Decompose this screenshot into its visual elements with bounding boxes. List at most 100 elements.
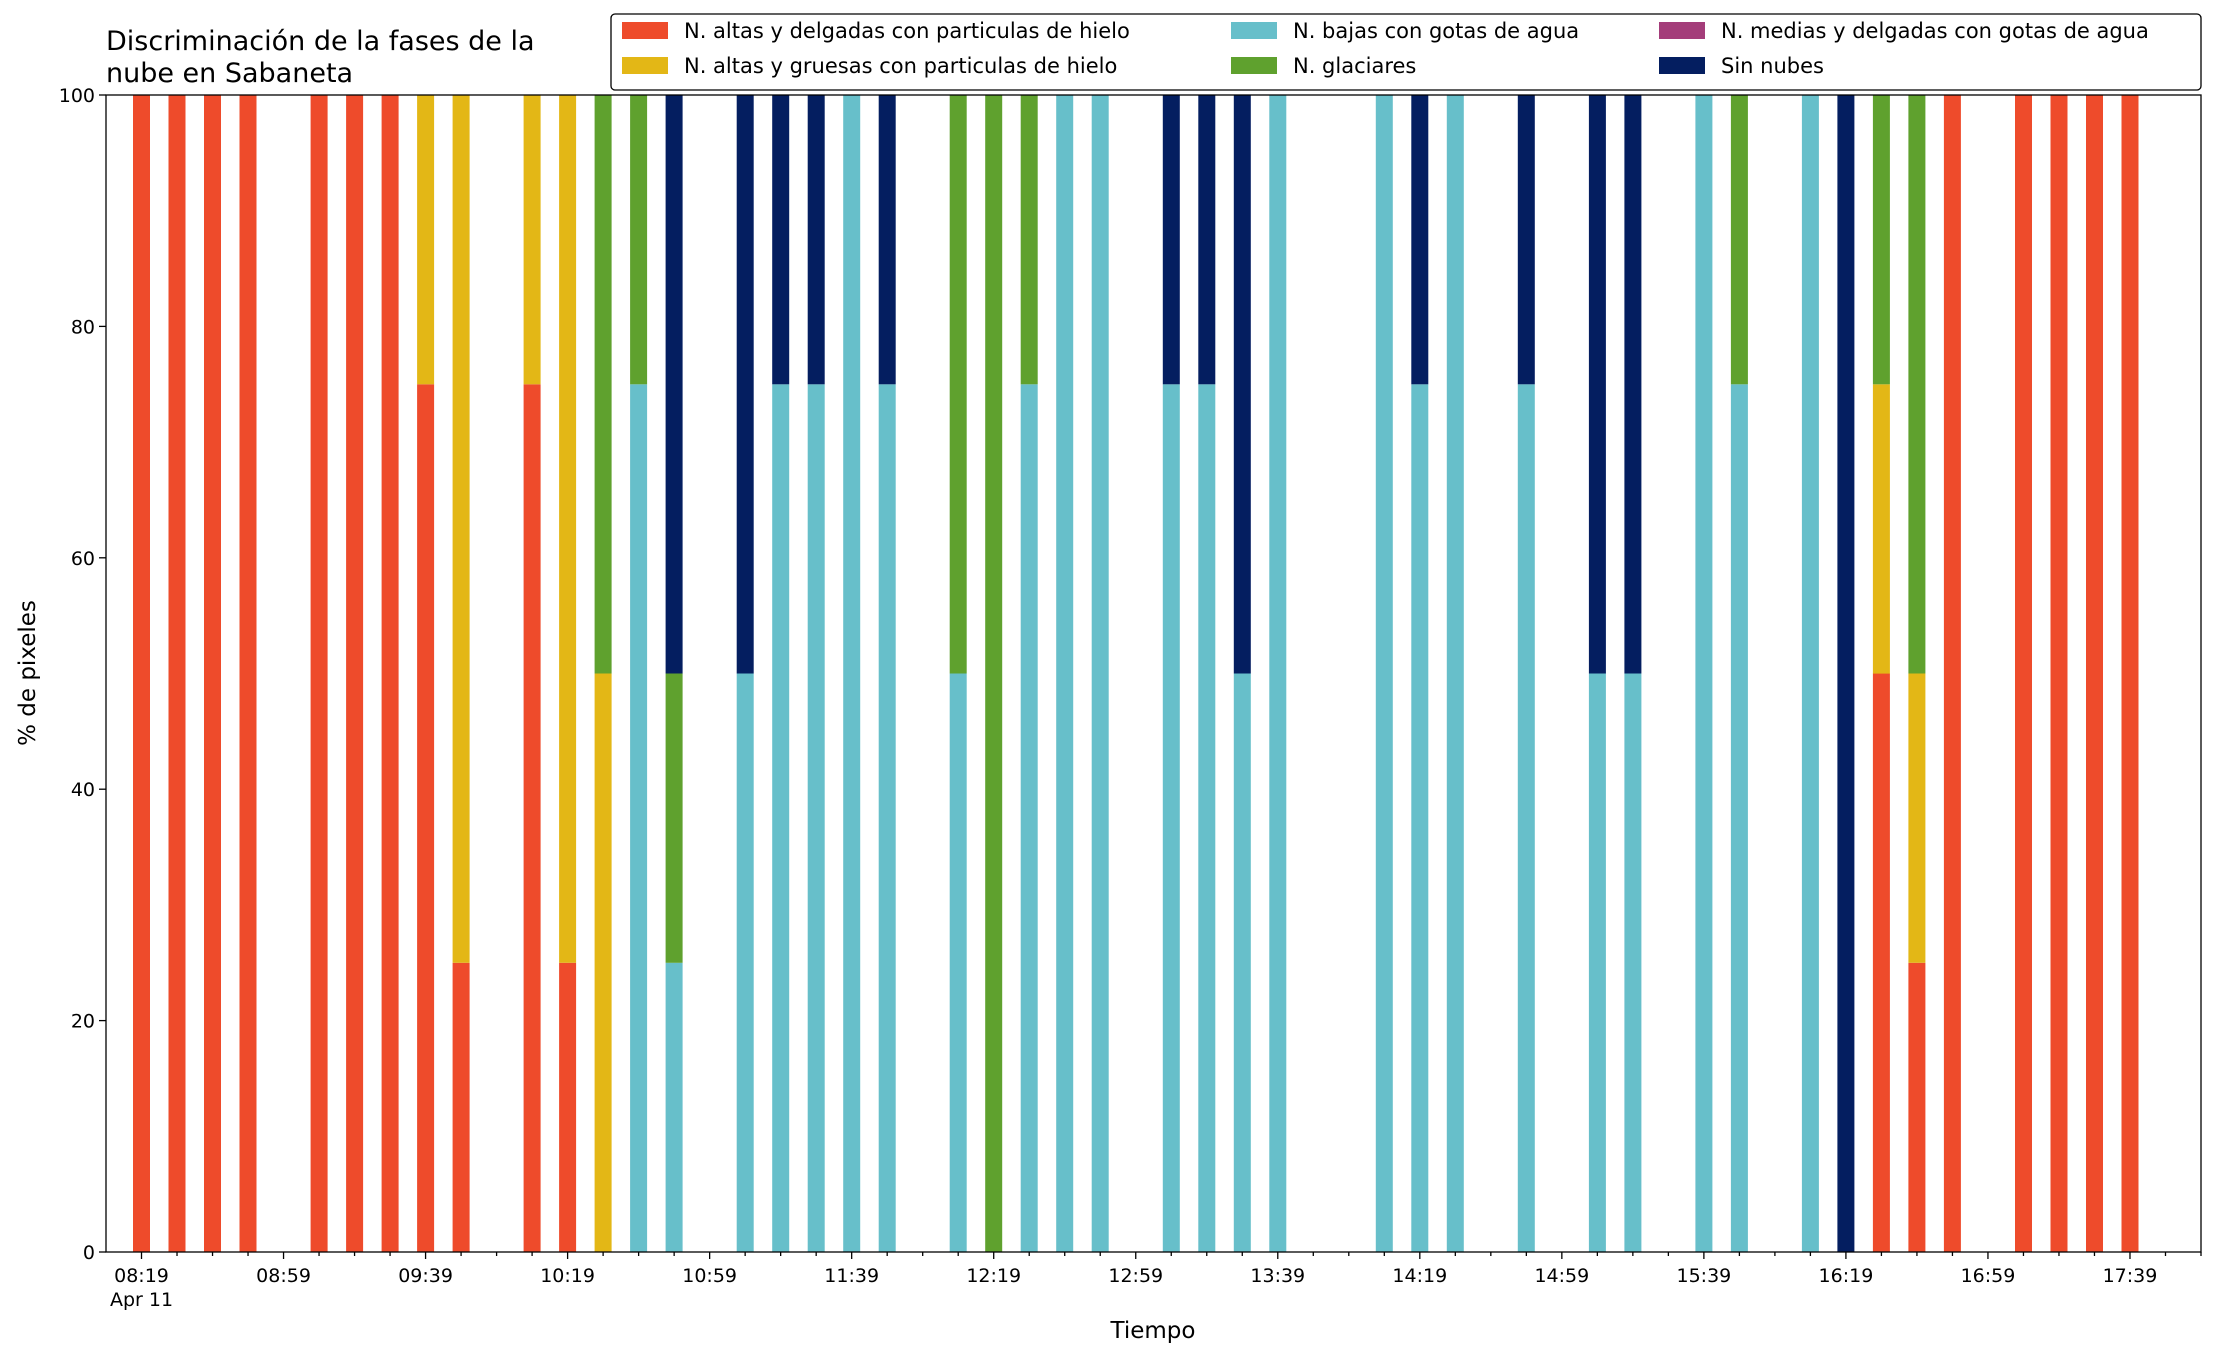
bar-segment-high_thin_ice-42 xyxy=(2050,95,2068,1252)
legend-swatch-high_thick_ice xyxy=(622,57,668,74)
bar-segment-low_water-16 xyxy=(807,384,825,1253)
y-axis-label: % de pixeles xyxy=(15,600,41,746)
bar-segment-high_thin_ice-0 xyxy=(133,95,150,1252)
bar-segment-high_thick_ice-7 xyxy=(417,95,435,385)
bar-segment-high_thick_ice-11 xyxy=(594,673,612,1252)
bar-segment-low_water-32 xyxy=(1588,673,1606,1252)
chart-title-line-2: nube en Sabaneta xyxy=(106,58,353,89)
x-tick-label-7: 12:59 xyxy=(1108,1265,1163,1287)
bar-segment-low_water-36 xyxy=(1801,95,1819,1252)
bar-segment-clear-24 xyxy=(1162,95,1180,385)
bar-segment-glacier-11 xyxy=(594,95,612,674)
bar-segment-glacier-19 xyxy=(949,95,967,674)
x-axis-label: Tiempo xyxy=(1110,1318,1196,1344)
x-tick-label-0: 08:19 xyxy=(114,1265,169,1287)
bar-segment-high_thin_ice-3 xyxy=(239,95,257,1252)
x-date-label: Apr 11 xyxy=(110,1289,173,1311)
plot-frame xyxy=(105,94,2202,1253)
bar-segment-low_water-33 xyxy=(1624,673,1642,1252)
bar-segment-high_thin_ice-7 xyxy=(417,384,435,1253)
x-tick-label-8: 13:39 xyxy=(1250,1265,1305,1287)
bar-segment-clear-37 xyxy=(1837,95,1855,1252)
bar-segment-clear-18 xyxy=(878,95,896,385)
bar-segment-high_thick_ice-8 xyxy=(452,95,470,963)
bar-segment-low_water-28 xyxy=(1375,95,1393,1252)
bar-segment-clear-15 xyxy=(772,95,790,385)
bar-segment-clear-26 xyxy=(1233,95,1251,674)
bar-segment-low_water-34 xyxy=(1695,95,1713,1252)
x-tick-label-10: 14:59 xyxy=(1534,1265,1589,1287)
bar-segment-clear-31 xyxy=(1517,95,1535,385)
bar-segment-clear-14 xyxy=(736,95,754,674)
bar-segment-low_water-35 xyxy=(1730,384,1748,1253)
bar-segment-glacier-13 xyxy=(665,673,683,963)
bar-segment-clear-33 xyxy=(1624,95,1642,674)
x-tick-label-5: 11:39 xyxy=(824,1265,879,1287)
legend-label-mid_thin_water: N. medias y delgadas con gotas de agua xyxy=(1721,19,2149,43)
bars-layer xyxy=(133,95,2139,1253)
bar-segment-high_thin_ice-10 xyxy=(559,962,577,1253)
legend-swatch-mid_thin_water xyxy=(1659,22,1705,39)
bar-segment-high_thick_ice-38 xyxy=(1872,384,1890,674)
bar-segment-low_water-25 xyxy=(1198,384,1216,1253)
y-tick-label-40: 40 xyxy=(71,779,95,801)
bar-segment-low_water-19 xyxy=(949,673,967,1252)
bar-segment-high_thin_ice-6 xyxy=(381,95,399,1252)
bar-segment-high_thin_ice-44 xyxy=(2121,95,2139,1252)
bar-segment-high_thin_ice-5 xyxy=(346,95,364,1252)
legend-label-glacier: N. glaciares xyxy=(1293,54,1416,78)
legend: N. altas y delgadas con particulas de hi… xyxy=(610,13,2202,91)
legend-swatch-low_water xyxy=(1231,22,1277,39)
bar-segment-clear-13 xyxy=(665,95,683,674)
y-tick-label-60: 60 xyxy=(71,548,95,570)
bar-segment-glacier-20 xyxy=(985,95,1003,1252)
bar-segment-glacier-21 xyxy=(1020,95,1038,385)
bar-segment-low_water-17 xyxy=(843,95,861,1252)
x-tick-label-1: 08:59 xyxy=(256,1265,311,1287)
bar-segment-high_thin_ice-1 xyxy=(168,95,186,1252)
y-tick-label-20: 20 xyxy=(71,1011,95,1033)
bar-segment-high_thin_ice-8 xyxy=(452,962,470,1253)
legend-swatch-high_thin_ice xyxy=(622,22,668,39)
bar-segment-low_water-18 xyxy=(878,384,896,1253)
y-tick-label-80: 80 xyxy=(71,316,95,338)
bar-segment-low_water-13 xyxy=(665,962,683,1253)
bar-segment-low_water-27 xyxy=(1269,95,1287,1252)
bar-segment-clear-32 xyxy=(1588,95,1606,674)
x-tick-label-2: 09:39 xyxy=(398,1265,453,1287)
x-tick-label-12: 16:19 xyxy=(1819,1265,1874,1287)
bar-segment-high_thick_ice-39 xyxy=(1908,673,1926,963)
bar-segment-high_thin_ice-38 xyxy=(1872,673,1890,1252)
bar-segment-high_thin_ice-40 xyxy=(1943,95,1961,1252)
bar-segment-glacier-39 xyxy=(1908,95,1926,674)
x-tick-label-3: 10:19 xyxy=(540,1265,595,1287)
bar-segment-low_water-26 xyxy=(1233,673,1251,1252)
bar-segment-low_water-30 xyxy=(1446,95,1464,1252)
bar-segment-low_water-22 xyxy=(1056,95,1074,1252)
bar-segment-high_thin_ice-39 xyxy=(1908,962,1926,1253)
x-tick-label-4: 10:59 xyxy=(682,1265,737,1287)
x-tick-label-13: 16:59 xyxy=(1961,1265,2016,1287)
y-tick-label-0: 0 xyxy=(83,1242,95,1264)
bar-segment-low_water-31 xyxy=(1517,384,1535,1253)
x-tick-label-14: 17:39 xyxy=(2103,1265,2158,1287)
legend-label-clear: Sin nubes xyxy=(1721,54,1824,78)
x-tick-label-11: 15:39 xyxy=(1676,1265,1731,1287)
y-tick-label-100: 100 xyxy=(59,85,95,107)
bar-segment-high_thick_ice-10 xyxy=(559,95,577,963)
bar-segment-low_water-21 xyxy=(1020,384,1038,1253)
bar-segment-high_thin_ice-41 xyxy=(2015,95,2032,1252)
bar-segment-high_thin_ice-9 xyxy=(523,384,541,1253)
legend-label-low_water: N. bajas con gotas de agua xyxy=(1293,19,1579,43)
bar-segment-low_water-15 xyxy=(772,384,790,1253)
bar-segment-glacier-38 xyxy=(1872,95,1890,385)
bar-segment-high_thick_ice-9 xyxy=(523,95,541,385)
bar-segment-low_water-29 xyxy=(1411,384,1429,1253)
bar-segment-glacier-12 xyxy=(630,95,648,385)
bar-segment-clear-29 xyxy=(1411,95,1429,385)
legend-box xyxy=(610,13,2202,91)
legend-swatch-clear xyxy=(1659,57,1705,74)
bar-segment-high_thin_ice-2 xyxy=(204,95,221,1252)
bar-segment-low_water-23 xyxy=(1091,95,1109,1252)
